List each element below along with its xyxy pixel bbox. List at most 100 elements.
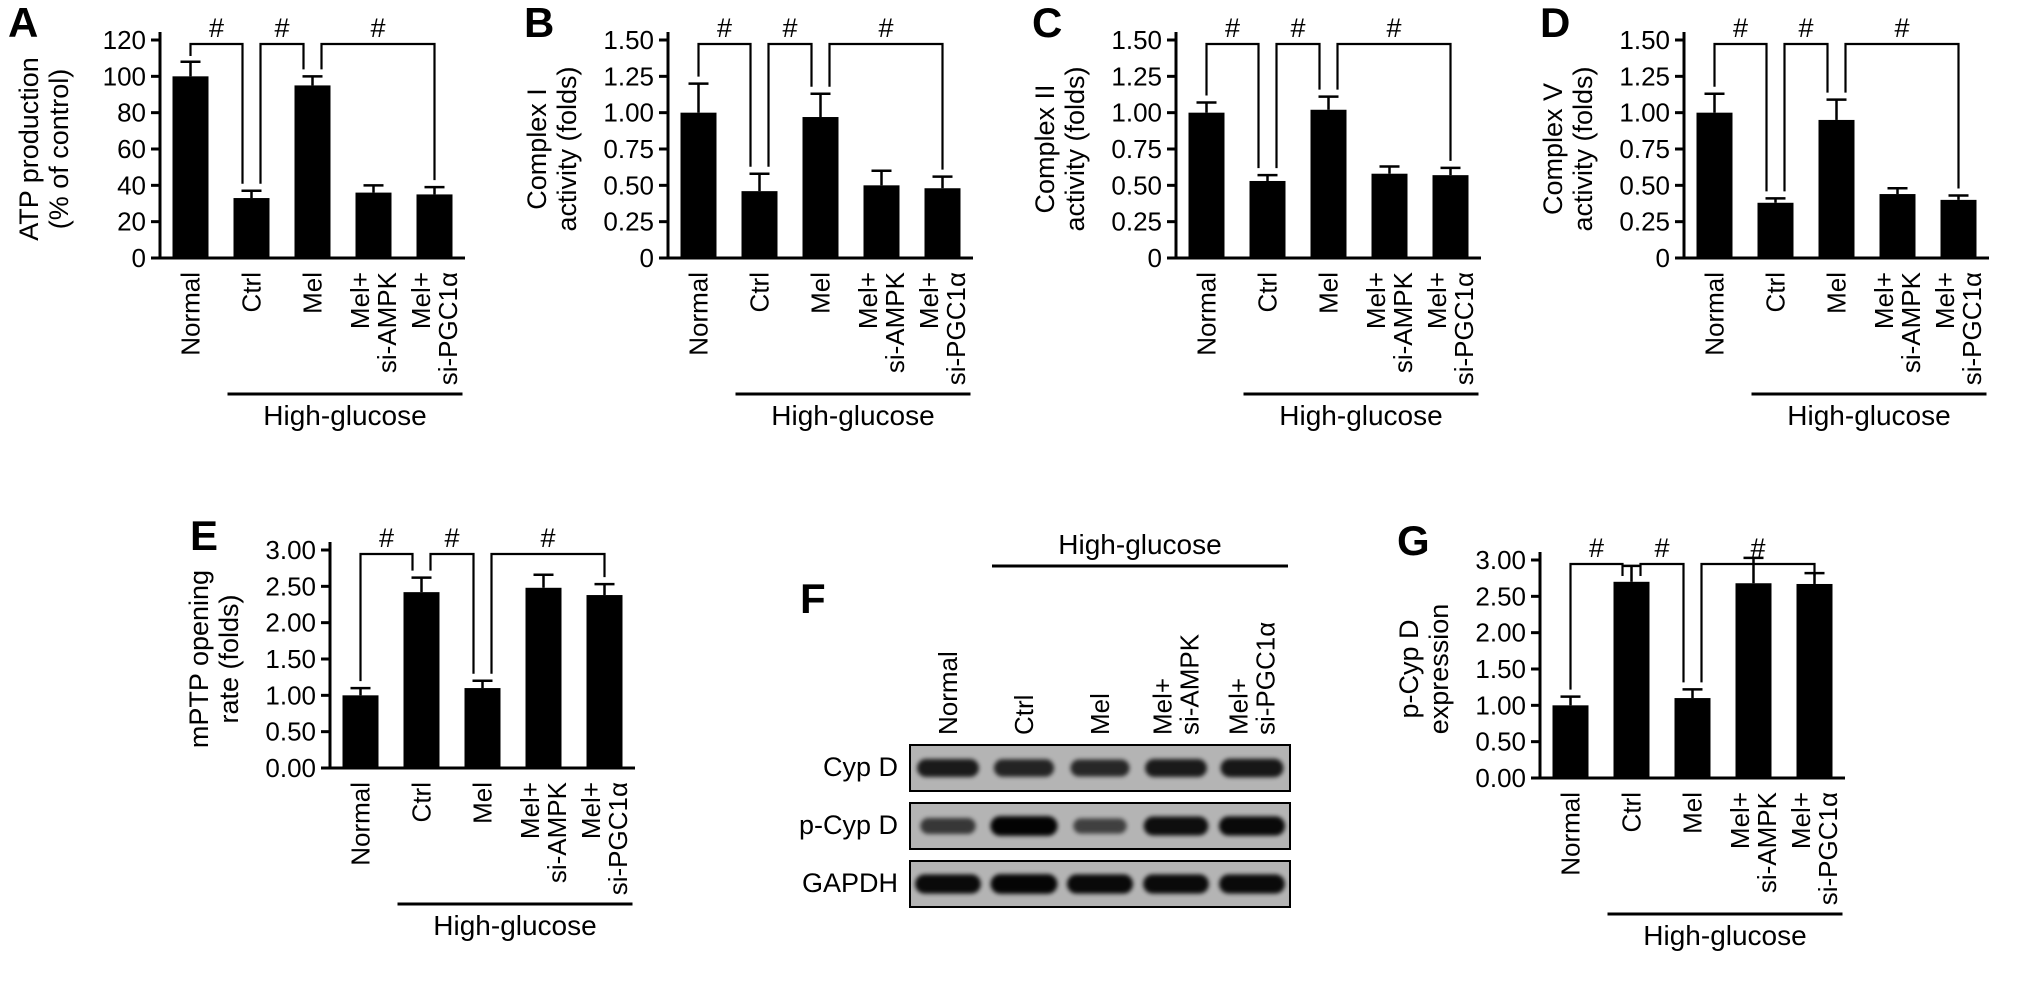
significance-bracket: [1639, 562, 1685, 683]
bar: [525, 587, 562, 768]
blot-band: [915, 874, 981, 894]
bar: [1674, 698, 1711, 778]
y-axis-title: Complex I: [522, 88, 552, 210]
x-tick-label: Normal: [176, 272, 206, 356]
group-label: High-glucose: [1787, 400, 1950, 431]
y-tick-label: 40: [117, 170, 146, 200]
lane-label: Normal: [933, 651, 963, 735]
y-tick-label: 1.50: [1475, 654, 1526, 684]
x-tick-label: Ctrl: [237, 272, 267, 312]
significance-bracket: [1713, 42, 1768, 192]
y-tick-label: 0: [1148, 243, 1162, 273]
significance-bracket: [1205, 42, 1260, 169]
x-tick-label: Ctrl: [1761, 272, 1791, 312]
x-tick-label: Mel+: [576, 782, 606, 839]
significance-bracket: [429, 552, 475, 674]
significance-label: #: [540, 523, 555, 553]
group-label: High-glucose: [1058, 529, 1221, 560]
y-axis-title: activity (folds): [1568, 66, 1598, 231]
y-tick-label: 1.00: [603, 98, 654, 128]
group-label: High-glucose: [771, 400, 934, 431]
blot-band: [1218, 816, 1286, 836]
x-tick-label: si-AMPK: [880, 271, 910, 373]
x-tick-label: si-AMPK: [1752, 791, 1782, 893]
bar: [172, 76, 209, 258]
group-label: High-glucose: [433, 910, 596, 941]
y-axis-title: activity (folds): [552, 66, 582, 231]
bar: [1940, 199, 1977, 258]
y-tick-label: 60: [117, 134, 146, 164]
significance-label: #: [1386, 13, 1401, 43]
x-tick-label: si-PGC1α: [433, 272, 463, 385]
x-tick-label: Ctrl: [745, 272, 775, 312]
x-tick-label: Mel+: [853, 272, 883, 329]
x-tick-label: si-PGC1α: [941, 272, 971, 385]
y-tick-label: 1.00: [1619, 98, 1670, 128]
y-tick-label: 0: [132, 243, 146, 273]
significance-bracket: [1783, 42, 1829, 192]
bar: [1249, 180, 1286, 258]
y-axis-title: ATP production: [14, 57, 44, 241]
y-tick-label: 1.50: [1111, 25, 1162, 55]
y-tick-label: 2.50: [265, 571, 316, 601]
panel-letter-e: E: [190, 512, 219, 559]
y-tick-label: 0.75: [1619, 134, 1670, 164]
significance-label: #: [1733, 13, 1748, 43]
blot-band: [990, 816, 1058, 836]
x-tick-label: Mel: [1314, 272, 1344, 314]
significance-label: #: [1589, 533, 1604, 563]
y-axis-title: mPTP opening: [184, 570, 214, 748]
panel-e: E 0.00 0.50 1.00 1.50 2.00 2.50 3.00 mPTP openi…: [150, 510, 730, 990]
y-tick-label: 80: [117, 98, 146, 128]
bar: [1879, 194, 1916, 258]
y-axis-title: expression: [1424, 604, 1454, 735]
y-tick-label: 0.75: [603, 134, 654, 164]
y-tick-label: 3.00: [265, 535, 316, 565]
x-tick-label: Ctrl: [1617, 792, 1647, 832]
y-tick-label: 20: [117, 207, 146, 237]
group-label: High-glucose: [263, 400, 426, 431]
y-tick-label: 2.50: [1475, 581, 1526, 611]
x-tick-label: si-AMPK: [1388, 271, 1418, 373]
bar: [802, 117, 839, 258]
significance-label: #: [1290, 13, 1305, 43]
significance-label: #: [1750, 533, 1765, 563]
y-tick-label: 0.25: [603, 207, 654, 237]
significance-label: #: [444, 523, 459, 553]
blot-band: [917, 758, 979, 778]
lane-label: si-PGC1α: [1251, 622, 1281, 735]
significance-label: #: [1894, 13, 1909, 43]
x-tick-label: Ctrl: [407, 782, 437, 822]
bar: [1818, 119, 1855, 258]
bar-chart-complex-ii: 0 0.25 0.50 0.75 1.00 1.25 1.50 Complex II activ…: [1030, 13, 1481, 431]
x-tick-label: Normal: [346, 782, 376, 866]
y-tick-label: 0.25: [1111, 207, 1162, 237]
blot-band: [1070, 759, 1130, 777]
panel-f: F High-glucose Normal Ctrl Mel Mel+ si-AMPK Me…: [760, 529, 1340, 950]
bar-chart-mptp-opening: 0.00 0.50 1.00 1.50 2.00 2.50 3.00 mPTP opening…: [184, 523, 635, 941]
blot-band: [1143, 816, 1209, 836]
bar: [233, 198, 270, 258]
panel-letter-g: G: [1397, 517, 1430, 564]
y-tick-label: 0.00: [1475, 763, 1526, 793]
significance-label: #: [1654, 533, 1669, 563]
bar: [342, 695, 379, 768]
bar: [1735, 583, 1772, 778]
bar: [680, 112, 717, 259]
significance-bracket: [320, 42, 436, 181]
significance-label: #: [274, 13, 289, 43]
blot-band: [1220, 758, 1284, 778]
blot-band: [1073, 818, 1127, 834]
bar: [1552, 705, 1589, 778]
y-axis-title: rate (folds): [214, 594, 244, 723]
y-tick-label: 1.00: [265, 680, 316, 710]
lane-label: Mel+: [1148, 678, 1178, 735]
blot-band: [1145, 758, 1207, 778]
panel-a: A 0 20 40 60 80 100 120 ATP production (% of con…: [0, 0, 508, 478]
x-tick-label: si-PGC1α: [1957, 272, 1987, 385]
